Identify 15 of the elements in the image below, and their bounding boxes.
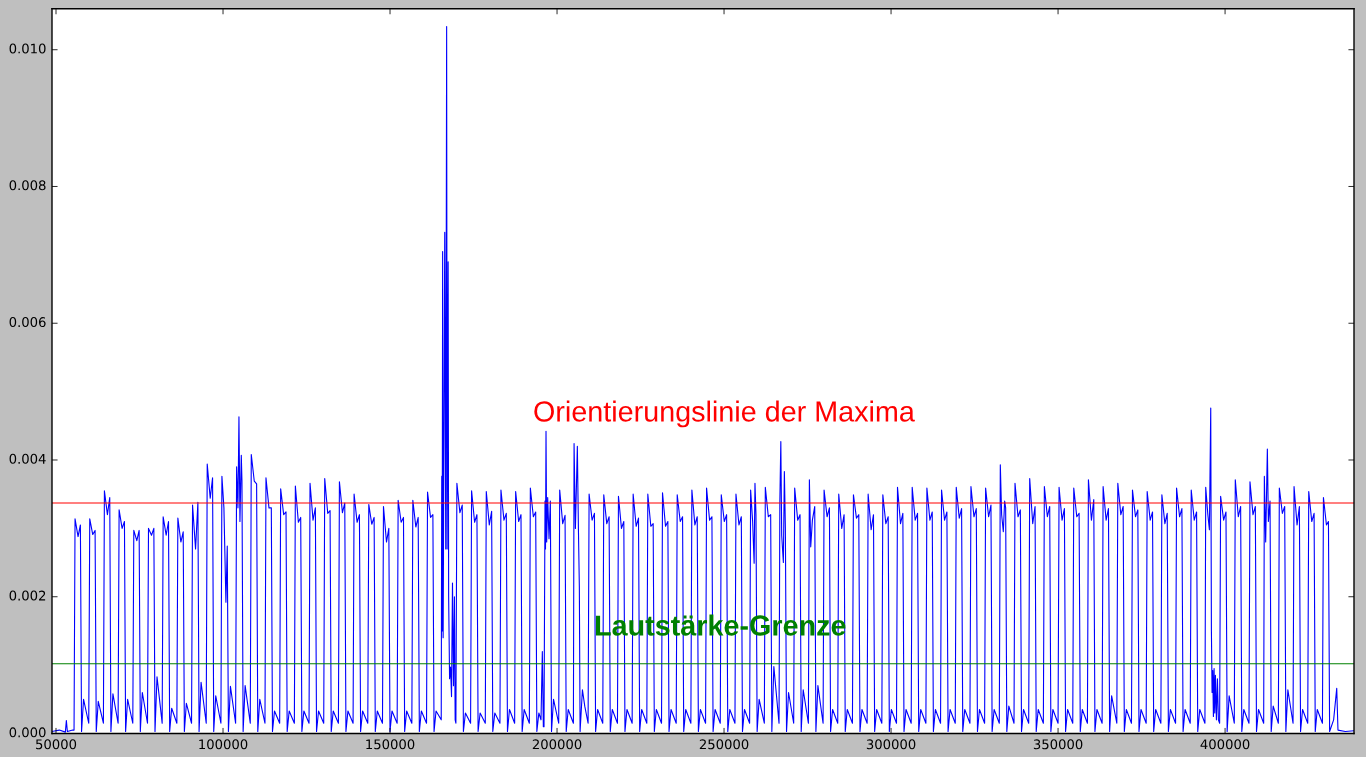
x-tick-label: 250000: [699, 739, 749, 750]
x-tick-label: 300000: [866, 739, 916, 750]
x-tick-label: 100000: [199, 739, 248, 750]
y-tick-label: 0.010: [9, 43, 46, 54]
y-tick-label: 0.000: [9, 727, 46, 738]
x-tick-label: 50000: [36, 739, 77, 750]
x-tick-label: 400000: [1200, 739, 1250, 750]
y-tick-label: 0.004: [9, 453, 46, 464]
x-tick-label: 350000: [1033, 739, 1083, 750]
ref-line-label: Orientierungslinie der Maxima: [534, 400, 915, 428]
y-tick-label: 0.008: [9, 180, 46, 191]
y-tick-label: 0.006: [9, 317, 46, 328]
x-tick-label: 150000: [366, 739, 415, 750]
x-tick-label: 200000: [532, 739, 582, 750]
y-tick-label: 0.002: [9, 590, 46, 601]
